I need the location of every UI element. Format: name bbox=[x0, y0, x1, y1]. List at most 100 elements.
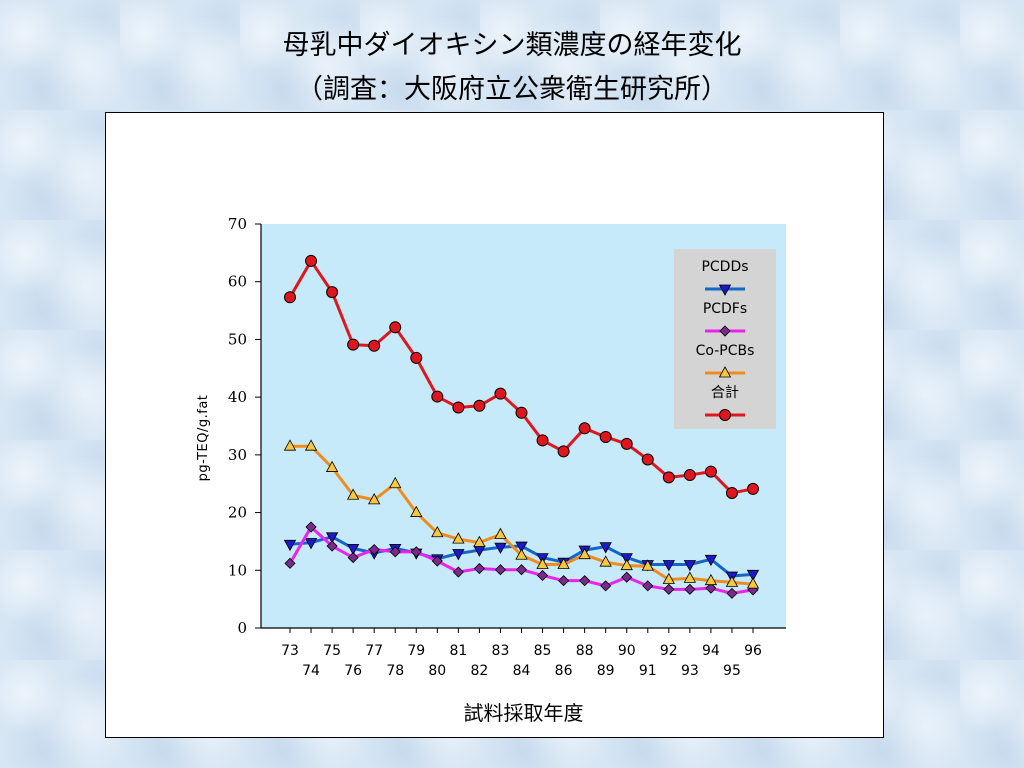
data-point bbox=[662, 471, 675, 484]
data-point bbox=[304, 538, 318, 550]
data-point bbox=[705, 582, 717, 594]
series-3 bbox=[284, 254, 759, 499]
x-tick-label: 74 bbox=[302, 663, 320, 679]
y-axis-label: pg-TEQ/g.fat bbox=[196, 395, 211, 482]
data-point bbox=[326, 540, 338, 552]
x-tick-label: 83 bbox=[492, 643, 510, 659]
chart-frame: 0 10 20 30 40 50 60 70 73 74 75 76 77 78 79 80 81 82 83 84… bbox=[105, 112, 884, 738]
x-tick-label: 80 bbox=[428, 663, 446, 679]
data-point bbox=[431, 555, 443, 567]
data-point bbox=[683, 469, 696, 482]
x-tick-label: 78 bbox=[386, 663, 404, 679]
data-point bbox=[452, 549, 465, 561]
data-point bbox=[536, 569, 549, 582]
data-point bbox=[579, 575, 591, 587]
series-1 bbox=[284, 521, 759, 599]
data-point bbox=[283, 439, 297, 451]
data-point bbox=[663, 583, 675, 595]
data-point bbox=[494, 527, 507, 539]
data-point bbox=[410, 505, 423, 517]
data-point bbox=[536, 434, 549, 447]
data-point bbox=[494, 564, 507, 576]
data-point bbox=[683, 571, 697, 583]
x-tick-label: 76 bbox=[344, 663, 362, 679]
x-axis-label: 試料採取年度 bbox=[464, 701, 584, 725]
data-point bbox=[346, 543, 360, 556]
legend-label: PCDFs bbox=[703, 301, 747, 317]
legend-swatch-marker bbox=[718, 366, 732, 378]
y-tick-label: 10 bbox=[228, 561, 247, 579]
data-point bbox=[746, 569, 760, 582]
data-point bbox=[410, 351, 423, 364]
data-point bbox=[599, 555, 612, 567]
data-point bbox=[726, 587, 738, 599]
x-tick-label: 95 bbox=[723, 663, 741, 679]
data-point bbox=[452, 566, 464, 578]
data-point bbox=[473, 535, 486, 547]
data-point bbox=[704, 573, 718, 586]
y-tick-label: 70 bbox=[228, 215, 247, 233]
data-point bbox=[452, 532, 465, 544]
data-point bbox=[494, 387, 507, 400]
data-point bbox=[325, 460, 339, 472]
data-point bbox=[284, 557, 296, 569]
x-tick-label: 79 bbox=[407, 643, 425, 659]
x-tick-labels: 7374757677787980818283848586888990919293… bbox=[281, 643, 762, 679]
line-chart: 0 10 20 30 40 50 60 70 737475767778798081828384… bbox=[196, 215, 786, 725]
x-tick-label: 85 bbox=[534, 643, 552, 659]
data-point bbox=[326, 286, 339, 299]
x-tick-label: 89 bbox=[597, 663, 615, 679]
data-point bbox=[599, 430, 612, 443]
legend-swatch-marker bbox=[719, 409, 731, 421]
y-tick-label: 50 bbox=[228, 330, 247, 348]
y-tick-label: 40 bbox=[228, 388, 247, 406]
data-point bbox=[621, 571, 633, 583]
data-point bbox=[557, 445, 570, 458]
x-tick-label: 91 bbox=[639, 663, 657, 679]
legend-label: 合計 bbox=[711, 385, 739, 401]
data-point bbox=[620, 437, 633, 450]
data-point bbox=[662, 560, 675, 572]
x-tick-label: 93 bbox=[681, 663, 699, 679]
data-point bbox=[578, 422, 591, 435]
x-tick-label: 73 bbox=[281, 643, 299, 659]
y-tick-label: 30 bbox=[228, 446, 247, 464]
legend-swatch-marker bbox=[719, 325, 731, 337]
data-point bbox=[536, 557, 549, 569]
data-point bbox=[515, 541, 528, 553]
data-point bbox=[578, 547, 591, 560]
legend-box bbox=[674, 249, 776, 429]
data-point bbox=[389, 476, 402, 489]
data-point bbox=[473, 399, 486, 412]
y-tick-label: 20 bbox=[228, 504, 247, 522]
axes bbox=[255, 223, 786, 633]
data-point bbox=[304, 439, 318, 451]
data-point bbox=[725, 575, 739, 587]
data-point bbox=[283, 539, 297, 552]
x-tick-label: 77 bbox=[365, 643, 383, 659]
data-point bbox=[515, 406, 528, 419]
data-point bbox=[389, 546, 401, 558]
data-point bbox=[431, 525, 444, 538]
x-tick-label: 86 bbox=[555, 663, 573, 679]
data-point bbox=[389, 321, 402, 334]
legend: PCDDs PCDFs Co-PCBs 合計 bbox=[674, 249, 776, 429]
chart-subtitle: （調査：大阪府立公衆衛生研究所） bbox=[296, 74, 728, 105]
legend-swatch-marker bbox=[718, 284, 732, 296]
data-point bbox=[684, 583, 696, 595]
data-point bbox=[305, 521, 317, 533]
data-point bbox=[284, 291, 296, 304]
data-point bbox=[346, 488, 360, 500]
data-point bbox=[368, 543, 380, 556]
data-point bbox=[347, 338, 360, 351]
x-tick-label: 90 bbox=[618, 643, 636, 659]
legend-label: Co-PCBs bbox=[696, 343, 755, 359]
x-tick-label: 84 bbox=[513, 663, 531, 679]
x-tick-label: 75 bbox=[323, 643, 341, 659]
data-point bbox=[410, 546, 422, 558]
data-point bbox=[600, 580, 612, 592]
x-tick-label: 82 bbox=[470, 663, 488, 679]
y-tick-labels: 0 10 20 30 40 50 60 70 bbox=[228, 215, 247, 637]
data-point bbox=[641, 453, 654, 466]
data-point bbox=[704, 554, 718, 567]
